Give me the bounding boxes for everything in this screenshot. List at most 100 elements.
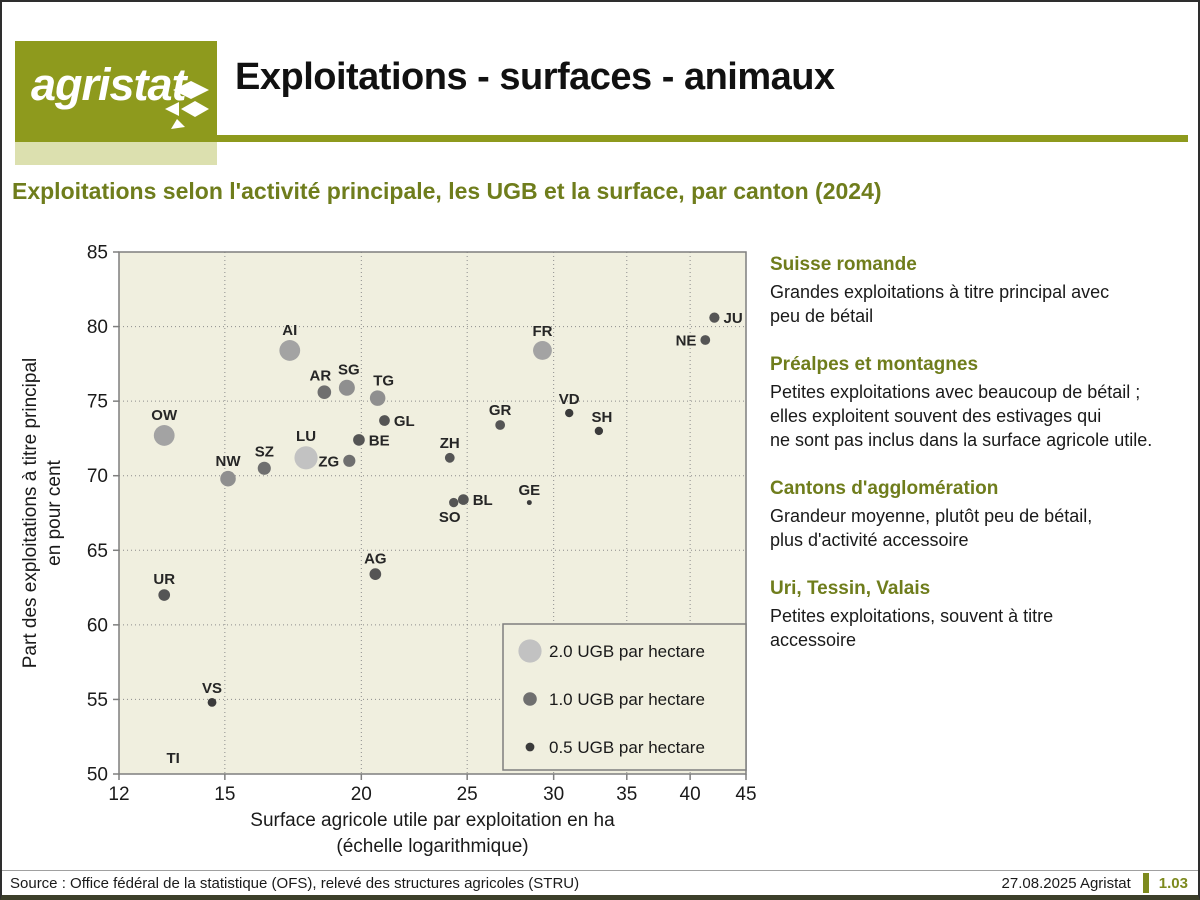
point-label-SH: SH — [591, 409, 612, 426]
agristat-logo-text: agristat — [31, 59, 187, 110]
header-light-block — [15, 142, 217, 165]
x-axis-title: Surface agricole utile par exploitation … — [250, 810, 615, 831]
x-tick-label: 20 — [351, 784, 372, 805]
agristat-logo: agristat — [15, 41, 217, 135]
point-label-ZH: ZH — [440, 435, 460, 452]
point-label-SZ: SZ — [255, 444, 274, 461]
x-tick-label: 15 — [214, 784, 235, 805]
point-AR — [317, 385, 332, 399]
point-SZ — [257, 461, 271, 475]
annotation-body: Grandeur moyenne, plutôt peu de bétail, … — [770, 506, 1093, 550]
legend-bubble — [523, 692, 537, 706]
point-label-VS: VS — [202, 680, 222, 697]
annotation-heading: Cantons d'agglomération — [770, 478, 999, 499]
y-tick-label: 60 — [87, 615, 108, 636]
point-ZG — [343, 454, 356, 467]
annotation-section-agglomeration: Cantons d'agglomération Grandeur moyenne… — [770, 478, 1194, 552]
annotation-section-suisse-romande: Suisse romande Grandes exploitations à t… — [770, 254, 1194, 328]
point-SO — [449, 497, 459, 508]
point-AI — [279, 340, 301, 361]
point-label-OW: OW — [151, 407, 178, 424]
point-NW — [220, 470, 236, 487]
y-axis-title-line2: en pour cent — [44, 459, 65, 565]
point-label-AI: AI — [282, 322, 297, 339]
footer-divider — [2, 870, 1198, 871]
point-label-BL: BL — [473, 492, 493, 509]
y-axis-title: Part des exploitations à titre principal — [20, 358, 41, 669]
point-label-GE: GE — [518, 482, 540, 499]
y-tick-label: 85 — [87, 243, 108, 264]
chart-subtitle: Exploitations selon l'activité principal… — [12, 178, 882, 204]
point-FR — [533, 340, 552, 360]
x-axis-title-line2: (échelle logarithmique) — [336, 836, 528, 857]
point-label-LU: LU — [296, 428, 316, 445]
point-ZH — [444, 452, 455, 463]
agristat-diamonds-icon — [165, 81, 209, 129]
header-rule — [15, 135, 1188, 142]
point-label-GL: GL — [394, 413, 415, 430]
point-AG — [369, 568, 382, 580]
point-label-FR: FR — [532, 323, 552, 340]
footer-page-number: 1.03 — [1158, 874, 1188, 892]
point-BE — [353, 434, 365, 446]
legend-bubble — [518, 639, 542, 663]
point-JU — [709, 312, 720, 323]
x-tick-label: 45 — [735, 784, 756, 805]
x-tick-label: 35 — [616, 784, 637, 805]
point-VD — [565, 408, 574, 418]
point-label-VD: VD — [559, 391, 580, 408]
point-SG — [338, 379, 355, 396]
point-GL — [379, 415, 390, 426]
annotation-section-prealpes: Préalpes et montagnes Petites exploitati… — [770, 354, 1194, 452]
point-NE — [700, 335, 711, 345]
point-label-NW: NW — [216, 453, 242, 470]
y-tick-label: 65 — [87, 541, 108, 562]
footer-right-group: 27.08.2025 Agristat 1.03 — [1002, 873, 1188, 893]
point-GE — [526, 500, 532, 506]
annotation-body: Petites exploitations avec beaucoup de b… — [770, 382, 1153, 450]
y-tick-label: 55 — [87, 690, 108, 711]
legend-bubble — [525, 742, 535, 752]
annotation-heading: Préalpes et montagnes — [770, 354, 979, 375]
legend-box — [502, 623, 747, 771]
point-label-JU: JU — [724, 310, 743, 327]
annotation-panel: Suisse romande Grandes exploitations à t… — [770, 254, 1194, 678]
point-label-NE: NE — [676, 332, 697, 349]
point-label-AG: AG — [364, 550, 387, 567]
legend-label: 1.0 UGB par hectare — [549, 690, 705, 709]
legend-label: 2.0 UGB par hectare — [549, 642, 705, 661]
x-tick-label: 40 — [680, 784, 701, 805]
plot-border — [118, 251, 747, 775]
point-label-TG: TG — [373, 372, 394, 389]
y-tick-label: 80 — [87, 317, 108, 338]
page-title: Exploitations - surfaces - animaux — [235, 56, 835, 98]
annotation-heading: Uri, Tessin, Valais — [770, 578, 931, 599]
footer-date: 27.08.2025 Agristat — [1001, 874, 1131, 892]
point-label-GR: GR — [489, 402, 512, 419]
point-label-BE: BE — [369, 432, 390, 449]
point-label-SG: SG — [338, 362, 360, 379]
point-label-TI: TI — [166, 750, 179, 767]
point-BL — [458, 494, 469, 505]
point-TG — [369, 390, 386, 406]
point-OW — [153, 425, 175, 446]
footer-source: Source : Office fédéral de la statistiqu… — [10, 875, 580, 892]
annotation-heading: Suisse romande — [770, 254, 917, 275]
annotation-section-uri-tessin-valais: Uri, Tessin, Valais Petites exploitation… — [770, 578, 1194, 652]
bubble-chart: 12 15 20 25 30 35 40 45 50 55 60 65 70 75 80 85 Surface … — [20, 243, 757, 858]
point-label-SO: SO — [439, 509, 461, 526]
point-label-UR: UR — [153, 571, 175, 588]
annotation-body: Grandes exploitations à titre principal … — [770, 282, 1110, 326]
annotation-body: Petites exploitations, souvent à titre a… — [770, 606, 1054, 650]
point-label-AR: AR — [310, 367, 332, 384]
point-GR — [495, 420, 506, 430]
point-UR — [158, 589, 171, 601]
y-tick-label: 75 — [87, 392, 108, 413]
point-label-ZG: ZG — [318, 453, 339, 470]
x-tick-label: 12 — [108, 784, 129, 805]
point-VS — [207, 698, 217, 707]
legend-label: 0.5 UGB par hectare — [549, 738, 705, 757]
x-tick-label: 30 — [543, 784, 564, 805]
x-tick-label: 25 — [457, 784, 478, 805]
